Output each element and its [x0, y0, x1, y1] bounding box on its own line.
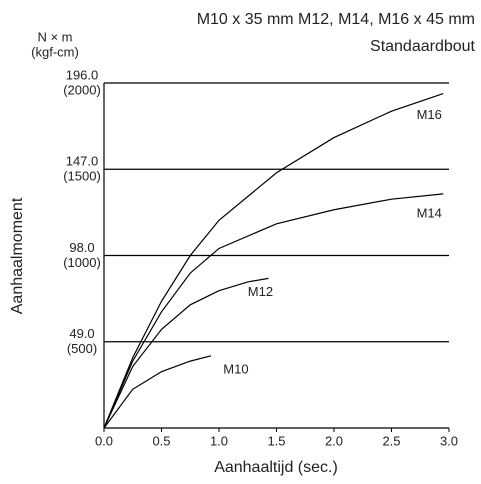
y-tick-sublabel: (2000)	[63, 82, 101, 97]
series-line	[103, 92, 444, 429]
x-tick-label: 1.0	[210, 433, 228, 448]
x-tick-label: 1.5	[267, 433, 285, 448]
series-label: M14	[417, 205, 442, 220]
x-tick-label: 3.0	[440, 433, 458, 448]
x-axis-label: Aanhaaltijd (sec.)	[214, 459, 338, 476]
y-unit-alt: (kgf-cm)	[31, 44, 79, 59]
y-unit: N × m	[37, 29, 72, 44]
series-line	[103, 277, 269, 429]
x-tick-label: 0.5	[152, 433, 170, 448]
y-tick-label: 49.0	[69, 326, 94, 341]
y-axis-label: Aanhaalmoment	[9, 197, 26, 314]
x-tick-label: 0.0	[95, 433, 113, 448]
series-label: M16	[417, 107, 442, 122]
chart-title: M10 x 35 mm M12, M14, M16 x 45 mm	[197, 11, 475, 28]
x-tick-label: 2.0	[325, 433, 343, 448]
y-tick-sublabel: (500)	[67, 341, 97, 356]
series-label: M10	[223, 361, 248, 376]
y-tick-label: 196.0	[66, 67, 99, 82]
y-tick-label: 98.0	[69, 240, 94, 255]
y-tick-sublabel: (1500)	[63, 169, 101, 184]
series-line	[103, 355, 212, 429]
x-tick-label: 2.5	[382, 433, 400, 448]
series-label: M12	[248, 284, 273, 299]
chart-subtitle: Standaardbout	[370, 38, 476, 55]
y-tick-sublabel: (1000)	[63, 255, 101, 270]
y-tick-label: 147.0	[66, 154, 99, 169]
series-line	[103, 193, 444, 429]
